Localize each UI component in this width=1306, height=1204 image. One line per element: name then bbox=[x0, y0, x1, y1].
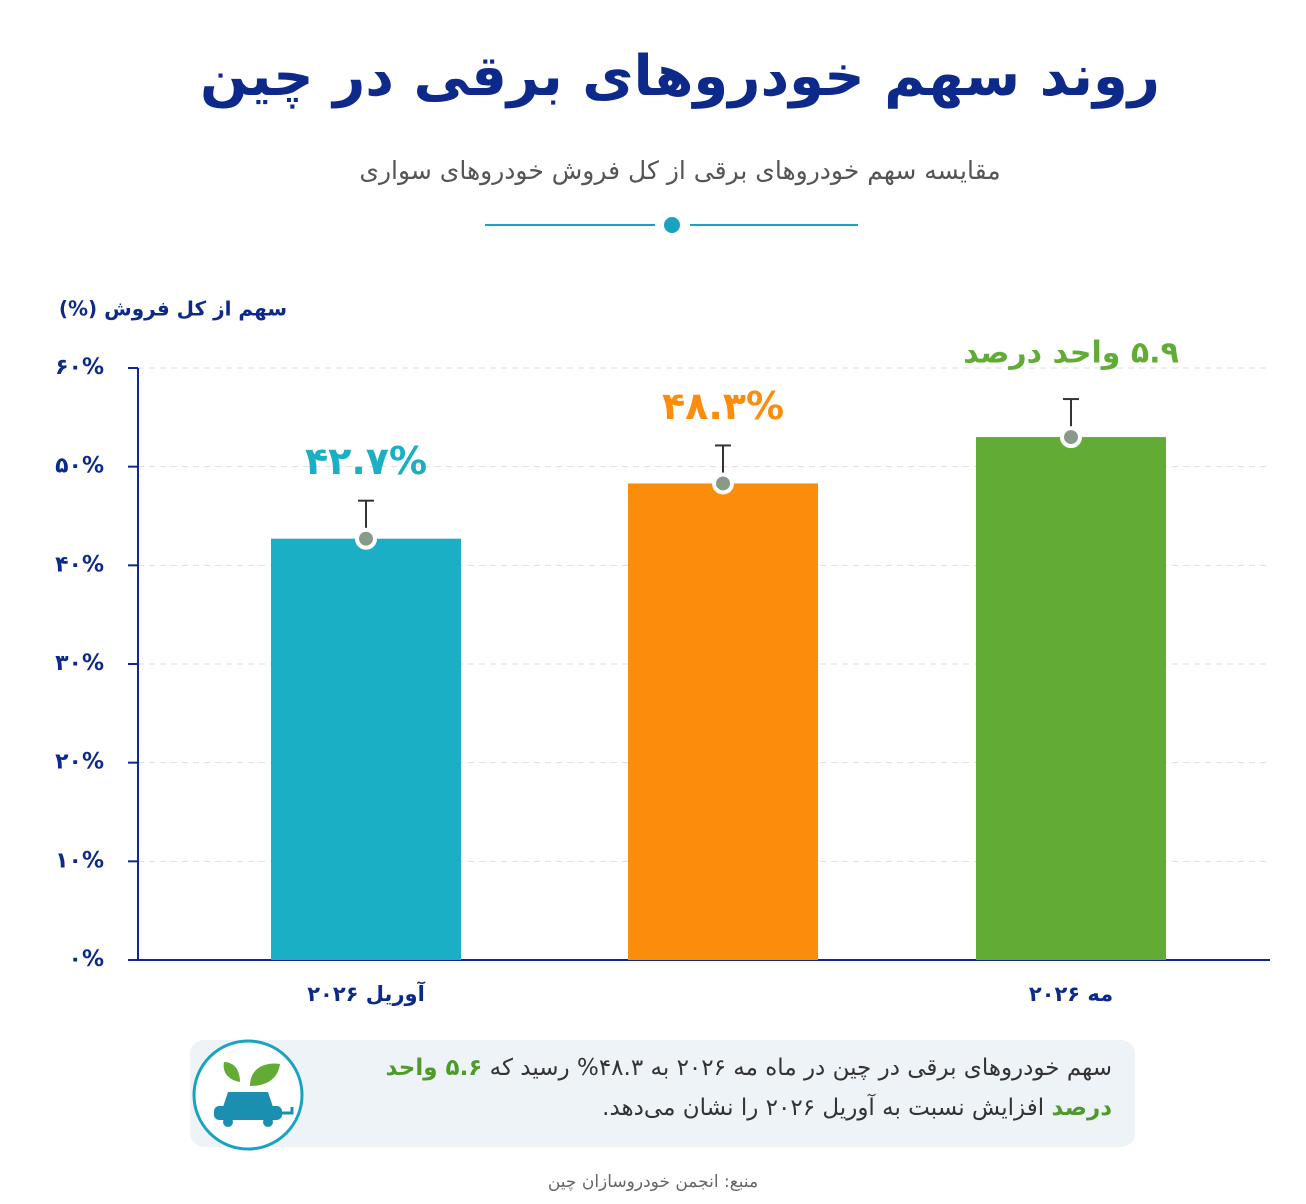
note-text: افزایش نسبت به آوریل ۲۰۲۶ را نشان می‌دهد… bbox=[602, 1095, 1045, 1121]
y-tick-label: ۲۰% bbox=[55, 750, 104, 775]
marker bbox=[1060, 426, 1082, 449]
divider-dot bbox=[664, 217, 680, 233]
chart-subtitle: مقایسه سهم خودروهای برقی از کل فروش خودر… bbox=[359, 156, 1000, 186]
y-tick-label: ۵۰% bbox=[55, 454, 104, 479]
y-tick-label: ۰% bbox=[69, 947, 104, 972]
chart-title: روند سهم خودروهای برقی در چین bbox=[200, 44, 1160, 109]
bar bbox=[271, 538, 461, 960]
note-box bbox=[190, 1040, 1135, 1147]
annotation: ۵.۹ واحد درصد bbox=[963, 336, 1179, 371]
value-label: ۴۲.۷% bbox=[305, 439, 427, 483]
note: سهم خودروهای برقی در چین در ماه مه ۲۰۲۶ … bbox=[330, 1048, 1112, 1128]
note-icon bbox=[192, 1039, 304, 1151]
value-label: ۴۸.۳% bbox=[662, 384, 784, 428]
note-highlight: ۵.۶ واحد درصد bbox=[385, 1055, 1112, 1121]
y-tick-label: ۱۰% bbox=[55, 848, 104, 873]
marker bbox=[712, 472, 734, 495]
y-tick-label: ۴۰% bbox=[55, 552, 104, 577]
note-text: سهم خودروهای برقی در چین در ماه مه ۲۰۲۶ … bbox=[489, 1055, 1112, 1081]
y-axis-label: سهم از کل فروش (%) bbox=[59, 297, 287, 321]
source: منبع: انجمن خودروسازان چین bbox=[548, 1172, 758, 1192]
bar bbox=[976, 437, 1166, 961]
x-tick-label: مه ۲۰۲۶ bbox=[1029, 982, 1113, 1006]
x-tick-label: آوریل ۲۰۲۶ bbox=[307, 981, 425, 1006]
marker bbox=[355, 527, 377, 550]
y-tick-label: ۶۰% bbox=[55, 355, 104, 380]
bar bbox=[628, 483, 818, 960]
y-tick-label: ۳۰% bbox=[55, 651, 104, 676]
